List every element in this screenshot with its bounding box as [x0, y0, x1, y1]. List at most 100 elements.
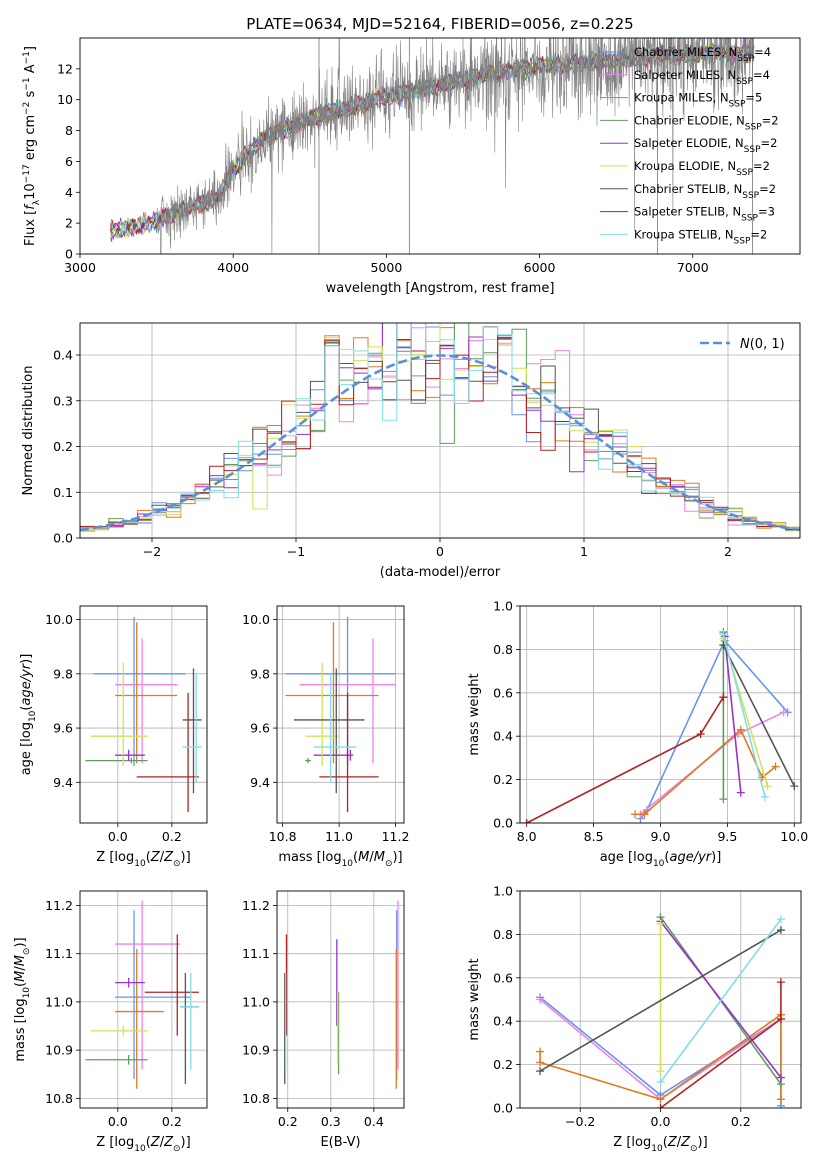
axes-frame: [276, 605, 405, 824]
histogram-step-line: [80, 337, 800, 531]
legend-label: Chabrier ELODIE, NSSP=2: [634, 113, 779, 132]
weight-marker: [656, 1104, 665, 1108]
panel-age-vs-Z: 0.0 0.2 9.4 9.6 9.8 10.0 Z [log10(Z/Z⊙)] age [l…: [19, 605, 208, 869]
weight-series-line: [526, 696, 725, 823]
y-axis-label: mass weight: [467, 673, 482, 755]
legend-label: Chabrier MILES, NSSP=4: [634, 45, 771, 64]
y-tick-label: 11.0: [242, 994, 270, 1009]
panel-spectrum: 3000 4000 5000 6000 7000 0 2 4 6 8 10 12 Chabrier MI…: [22, 37, 801, 296]
axes-age-vs-mass: 10.8 11.0 11.2 9.4 9.6 9.8 10.0 mass [log10(M/M…: [242, 605, 410, 869]
weight-marker: [790, 782, 799, 791]
x-axis-label: age [log10(age/yr)]: [600, 850, 722, 869]
y-tick-label: 12: [57, 61, 73, 76]
x-tick-label: 6000: [524, 260, 556, 275]
y-tick-label: 0.6: [493, 970, 513, 985]
spectrum-legend: Chabrier MILES, NSSP=4 Salpeter MILES, NS…: [600, 45, 779, 246]
weight-marker: [719, 693, 728, 702]
y-tick-label: 0: [65, 247, 73, 262]
axes-spectrum: 3000 4000 5000 6000 7000 0 2 4 6 8 10 12 Chabrier MI…: [22, 37, 801, 296]
weight-marker: [656, 1077, 665, 1086]
grid-age-vs-mass: [277, 606, 404, 823]
weight-marker: [536, 995, 545, 1004]
y-tick-label: 0.2: [493, 1057, 513, 1072]
y-tick-label: 0.0: [53, 531, 73, 546]
axes-frame: [79, 322, 801, 539]
x-tick-label: −1: [287, 544, 305, 559]
legend-label: Chabrier STELIB, NSSP=2: [634, 182, 776, 201]
legend-label: Kroupa ELODIE, NSSP=2: [634, 159, 770, 178]
y-tick-label: 11.2: [242, 898, 270, 913]
x-tick-label: 0.4: [364, 1114, 384, 1129]
weight-series-line: [659, 918, 782, 1083]
x-tick-label: 0.0: [651, 1114, 671, 1129]
y-tick-label: 10.8: [45, 1091, 73, 1106]
axes-mass-vs-EBV: 0.2 0.3 0.4 10.8 10.9 11.0 11.1 11.2 E(B-V): [242, 890, 405, 1150]
weight-series-line: [539, 929, 782, 1072]
panel-mass-vs-Z: 0.0 0.2 10.8 10.9 11.0 11.1 11.2 Z [log10(Z/Z⊙)…: [13, 890, 208, 1154]
x-tick-label: 10.8: [269, 829, 297, 844]
figure-title: PLATE=0634, MJD=52164, FIBERID=0056, z=0…: [246, 15, 633, 33]
axes-mass-weight-vs-age: 8.0 8.5 9.0 9.5 10.0 0.0 0.2 0.4 0.6 0.8 1.0 age [l…: [467, 599, 808, 870]
legend-label: N(0, 1): [740, 337, 785, 352]
legend-label: Salpeter ELODIE, NSSP=2: [634, 136, 777, 155]
x-tick-label: −2: [143, 544, 161, 559]
x-tick-label: 0: [436, 544, 444, 559]
weight-marker: [656, 1067, 665, 1076]
x-tick-label: 9.5: [717, 829, 737, 844]
y-tick-label: 10.0: [242, 612, 270, 627]
weight-marker: [656, 1095, 665, 1104]
weight-marker: [736, 788, 745, 797]
y-tick-label: 6: [65, 154, 73, 169]
y-tick-label: 10.9: [45, 1043, 73, 1058]
x-tick-label: 0.0: [108, 829, 128, 844]
gaussian-reference-line: [80, 354, 798, 532]
axes-age-vs-Z: 0.0 0.2 9.4 9.6 9.8 10.0 Z [log10(Z/Z⊙)] age [l…: [19, 605, 208, 869]
plot-area-mass-vs-Z: [85, 900, 199, 1089]
y-axis-label: Flux [fλ10−17 erg cm−2 s−1 A−1]: [22, 46, 42, 246]
plot-area-mass-weight-vs-age: [522, 628, 799, 823]
x-axis-label: E(B-V): [320, 1135, 360, 1150]
y-tick-label: 9.8: [250, 666, 270, 681]
y-tick-label: 10.0: [45, 612, 73, 627]
x-tick-label: 0.3: [321, 1114, 341, 1129]
axes-mass-vs-Z: 0.0 0.2 10.8 10.9 11.0 11.1 11.2 Z [log10(Z/Z⊙)…: [13, 890, 208, 1154]
legend-label: Kroupa STELIB, NSSP=2: [634, 227, 767, 246]
panel-mass-vs-EBV: 0.2 0.3 0.4 10.8 10.9 11.0 11.1 11.2 E(B-V): [242, 890, 405, 1150]
weight-marker: [656, 919, 665, 928]
axes-frame: [79, 37, 801, 255]
x-tick-label: 4000: [217, 260, 249, 275]
grid-mass-vs-EBV: [277, 891, 404, 1108]
weight-marker: [536, 1058, 545, 1067]
y-tick-label: 10: [57, 92, 73, 107]
axes-frame: [276, 890, 405, 1109]
weight-marker: [776, 1015, 785, 1024]
plot-area-mass-weight-vs-Z: [536, 913, 785, 1108]
y-tick-label: 10.9: [242, 1043, 270, 1058]
y-tick-label: 0.4: [493, 729, 513, 744]
y-tick-label: 11.1: [242, 946, 270, 961]
legend-label: Kroupa MILES, NSSP=5: [634, 91, 762, 110]
x-tick-label: 0.2: [278, 1114, 298, 1129]
weight-marker: [719, 630, 728, 639]
axes-frame: [79, 890, 208, 1109]
y-axis-label: age [log10(age/yr)]: [19, 654, 38, 776]
x-axis-label: mass [log10(M/M⊙)]: [278, 850, 402, 869]
weight-marker: [522, 819, 531, 823]
histogram-legend: N(0, 1): [700, 337, 785, 352]
y-tick-label: 0.2: [493, 772, 513, 787]
y-axis-label: mass [log10(M/M⊙)]: [13, 937, 32, 1061]
x-axis-label: Z [log10(Z/Z⊙)]: [96, 1135, 190, 1154]
grid-mass-vs-Z: [80, 891, 207, 1108]
weight-marker: [776, 1073, 785, 1082]
x-tick-label: −0.2: [565, 1114, 595, 1129]
x-tick-label: 11.2: [382, 829, 410, 844]
y-tick-label: 0.6: [493, 685, 513, 700]
y-tick-label: 0.8: [493, 642, 513, 657]
weight-marker: [760, 792, 769, 801]
panel-mass-weight-vs-Z: −0.2 0.0 0.2 0.0 0.2 0.4 0.6 0.8 1.0 Z [log10(Z/Z…: [467, 884, 802, 1154]
x-tick-label: 9.0: [651, 829, 671, 844]
x-tick-label: 8.5: [584, 829, 604, 844]
weight-marker: [776, 1095, 785, 1104]
